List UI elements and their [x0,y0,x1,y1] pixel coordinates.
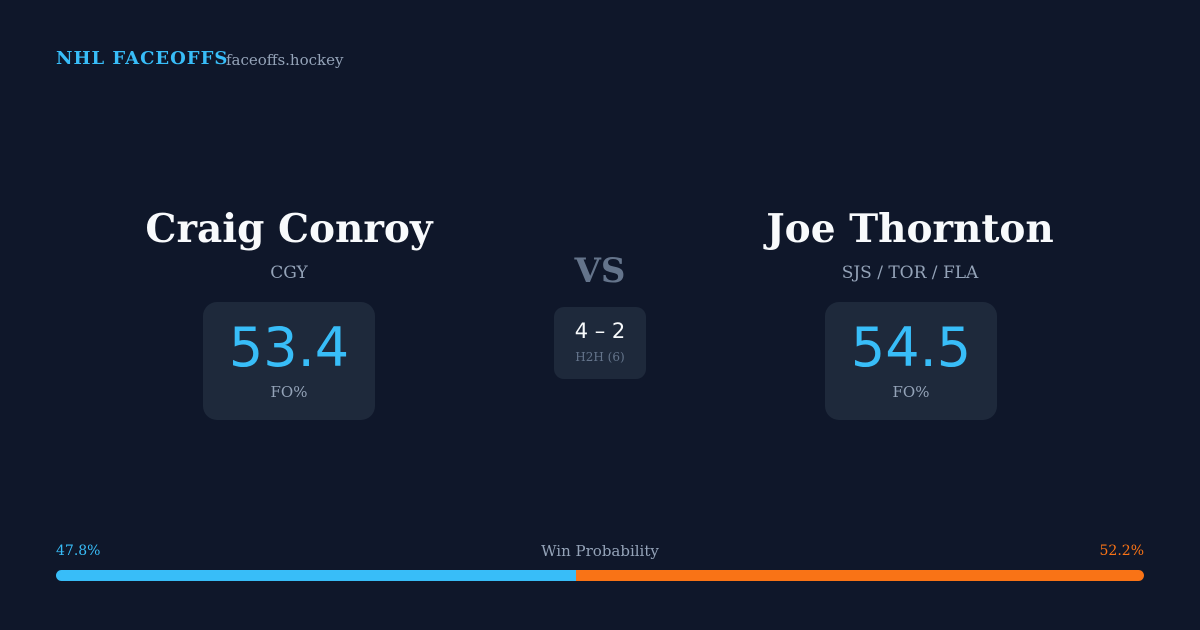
win-prob-title: Win Probability [541,542,659,560]
win-prob-segment [576,570,1144,581]
win-prob-right: 52.2% [1099,543,1144,559]
player-team: CGY [270,263,308,283]
win-prob-segment [56,570,577,581]
player-name: Craig Conroy [145,206,433,252]
h2h-card: 4 – 2 H2H (6) [554,307,646,379]
site-name: faceoffs.hockey [226,51,344,69]
brand: NHL FACEOFFS [56,48,229,69]
player-name: Joe Thornton [766,206,1054,252]
win-prob-left: 47.8% [56,543,101,559]
stat-card: 53.4 FO% [203,302,375,420]
faceoff-pct: 54.5 [850,316,972,379]
h2h-score: 4 – 2 [574,319,626,343]
win-prob-bar [56,570,1144,581]
faceoff-pct: 53.4 [228,316,350,379]
stat-card: 54.5 FO% [825,302,997,420]
versus: VS [574,251,626,291]
h2h-label: H2H (6) [575,350,625,364]
player-team: SJS / TOR / FLA [841,263,979,283]
faceoff-label: FO% [270,383,308,401]
faceoff-label: FO% [892,383,930,401]
